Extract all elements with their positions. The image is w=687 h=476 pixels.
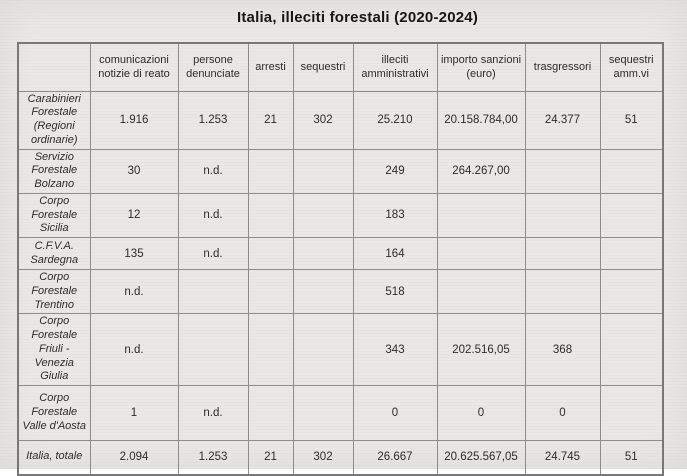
table-cell xyxy=(436,192,526,239)
table-cell xyxy=(292,148,354,194)
table-cell xyxy=(177,268,249,315)
table-cell xyxy=(292,237,354,270)
table-cell: n.d. xyxy=(89,313,179,386)
table-cell: 302 xyxy=(292,440,354,475)
table-cell: 0 xyxy=(524,385,601,441)
corner-cell xyxy=(17,42,91,92)
table-cell: 0 xyxy=(352,385,438,441)
table-cell: 20.158.784,00 xyxy=(436,90,526,150)
table-cell: 51 xyxy=(599,90,664,150)
table-cell: n.d. xyxy=(89,268,179,315)
column-header-importo-sanzioni: importo sanzioni (euro) xyxy=(436,42,526,92)
row-label: Corpo Forestale Friuli - Venezia Giulia xyxy=(17,313,91,386)
table-cell xyxy=(177,313,249,386)
table-cell xyxy=(247,385,294,441)
table-cell xyxy=(524,237,601,270)
column-header-sequestri: sequestri xyxy=(292,42,354,92)
table-cell: 183 xyxy=(352,192,438,239)
table-cell xyxy=(599,192,664,239)
table-row-corpo-forestale-trentino: Corpo Forestale Trentino n.d. 518 xyxy=(17,268,664,315)
table-cell: 21 xyxy=(247,90,294,150)
table-cell: 0 xyxy=(436,385,526,441)
table-cell: 135 xyxy=(89,237,179,270)
table-cell xyxy=(436,237,526,270)
table-cell xyxy=(524,268,601,315)
table-cell xyxy=(599,385,664,441)
table-cell xyxy=(247,237,294,270)
table-cell: n.d. xyxy=(177,192,249,239)
table-row-carabinieri-forestale: Carabinieri Forestale (Regioni ordinarie… xyxy=(17,90,664,150)
header-row: comunicazioni notizie di reato persone d… xyxy=(17,42,664,92)
table-cell xyxy=(292,268,354,315)
table-row-italia-totale: Italia, totale 2.094 1.253 21 302 26.667… xyxy=(17,440,664,475)
table-cell xyxy=(436,268,526,315)
column-header-sequestri-ammvi: sequestri amm.vi xyxy=(599,42,664,92)
table-cell: 164 xyxy=(352,237,438,270)
table-cell: 368 xyxy=(524,313,601,386)
table-cell: n.d. xyxy=(177,385,249,441)
table-cell xyxy=(247,192,294,239)
table-row-servizio-forestale-bolzano: Servizio Forestale Bolzano 30 n.d. 249 2… xyxy=(17,148,664,194)
table-cell: 51 xyxy=(599,440,664,475)
row-label: Corpo Forestale Valle d'Aosta xyxy=(17,385,91,441)
row-label: Corpo Forestale Sicilia xyxy=(17,192,91,239)
table-cell: n.d. xyxy=(177,237,249,270)
table-cell: 30 xyxy=(89,148,179,194)
table-cell: 21 xyxy=(247,440,294,475)
column-header-illeciti-amministrativi: illeciti amministrativi xyxy=(352,42,438,92)
table-cell xyxy=(599,237,664,270)
table-cell xyxy=(599,268,664,315)
table-cell xyxy=(524,192,601,239)
table-cell: 1.253 xyxy=(177,440,249,475)
row-label: Italia, totale xyxy=(17,440,91,475)
table-row-corpo-forestale-valle-daosta: Corpo Forestale Valle d'Aosta 1 n.d. 0 0… xyxy=(17,385,664,441)
table-cell xyxy=(292,313,354,386)
row-label: Servizio Forestale Bolzano xyxy=(17,148,91,194)
row-label: Carabinieri Forestale (Regioni ordinarie… xyxy=(17,90,91,150)
table-row-corpo-forestale-friuli: Corpo Forestale Friuli - Venezia Giulia … xyxy=(17,313,664,386)
table-cell: 249 xyxy=(352,148,438,194)
table-cell: 25.210 xyxy=(352,90,438,150)
table-cell xyxy=(599,313,664,386)
illeciti-forestali-table: comunicazioni notizie di reato persone d… xyxy=(17,42,664,476)
table-cell xyxy=(292,385,354,441)
table-cell xyxy=(524,148,601,194)
table-cell xyxy=(247,268,294,315)
table-cell xyxy=(247,313,294,386)
table-cell: 1 xyxy=(89,385,179,441)
row-label: Corpo Forestale Trentino xyxy=(17,268,91,315)
table-cell: 24.377 xyxy=(524,90,601,150)
table-cell: 264.267,00 xyxy=(436,148,526,194)
table-cell: 518 xyxy=(352,268,438,315)
table-cell: 1.916 xyxy=(89,90,179,150)
column-header-arresti: arresti xyxy=(247,42,294,92)
table-cell: 1.253 xyxy=(177,90,249,150)
table-cell xyxy=(599,148,664,194)
table-cell: 202.516,05 xyxy=(436,313,526,386)
table-cell: 24.745 xyxy=(524,440,601,475)
table-row-cfva-sardegna: C.F.V.A. Sardegna 135 n.d. 164 xyxy=(17,237,664,270)
table-cell: 26.667 xyxy=(352,440,438,475)
table-cell: 343 xyxy=(352,313,438,386)
row-label: C.F.V.A. Sardegna xyxy=(17,237,91,270)
page-title: Italia, illeciti forestali (2020-2024) xyxy=(236,9,479,26)
table-row-corpo-forestale-sicilia: Corpo Forestale Sicilia 12 n.d. 183 xyxy=(17,192,664,239)
table-cell: 302 xyxy=(292,90,354,150)
table-cell: 12 xyxy=(89,192,179,239)
column-header-persone-denunciate: persone denunciate xyxy=(177,42,249,92)
table-cell: n.d. xyxy=(177,148,249,194)
table-cell: 20.625.567,05 xyxy=(436,440,526,475)
table-cell xyxy=(292,192,354,239)
table-cell: 2.094 xyxy=(89,440,179,475)
table-cell xyxy=(247,148,294,194)
column-header-trasgressori: trasgressori xyxy=(524,42,601,92)
column-header-comunicazioni: comunicazioni notizie di reato xyxy=(89,42,179,92)
